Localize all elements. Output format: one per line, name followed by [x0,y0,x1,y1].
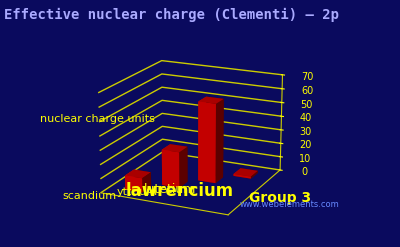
Text: Effective nuclear charge (Clementi) – 2p: Effective nuclear charge (Clementi) – 2p [4,7,339,21]
